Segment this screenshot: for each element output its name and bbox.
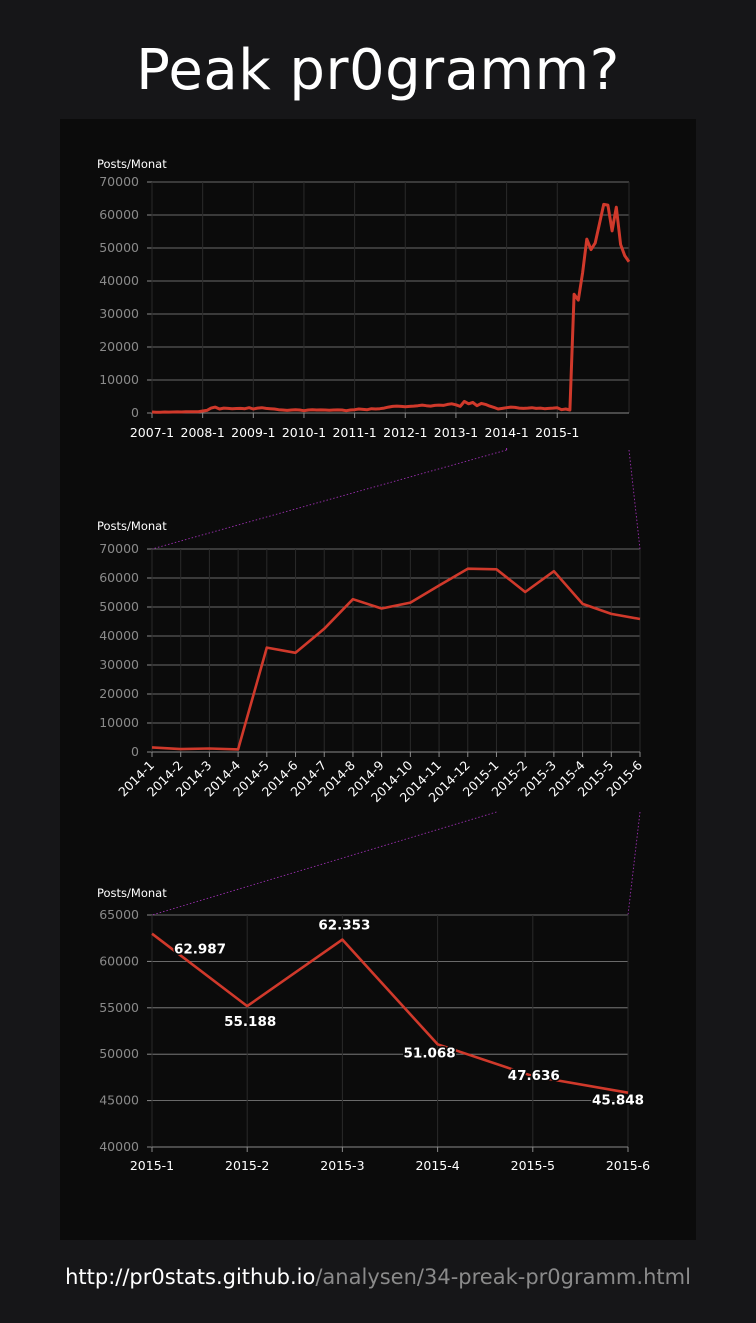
detail-2015-ylabel: Posts/Monat <box>97 886 167 900</box>
overview-ytick-label: 50000 <box>99 240 139 255</box>
overview-xtick-label: 2012-1 <box>383 425 427 440</box>
detail-2014-ytick-label: 0 <box>131 744 139 759</box>
detail-2015-ytick-label: 40000 <box>99 1139 139 1154</box>
detail-2015-xtick-label: 2015-1 <box>130 1158 174 1173</box>
chart-overview: Posts/Monat 0 10000 20000 30000 40000 50000 600… <box>97 157 631 450</box>
detail-2015-data-label: 55.188 <box>224 1014 276 1030</box>
detail-2014-ytick-label: 40000 <box>99 628 139 643</box>
zoom-connector-right <box>627 811 641 916</box>
overview-xtick-label: 2007-1 <box>130 425 174 440</box>
overview-xtick-label: 2014-1 <box>484 425 528 440</box>
detail-2015-ytick-label: 45000 <box>99 1093 139 1108</box>
overview-ytick-label: 60000 <box>99 207 139 222</box>
overview-ytick-label: 70000 <box>99 174 139 189</box>
detail-2015-data-label: 45.848 <box>592 1093 644 1109</box>
detail-2014-ytick-label: 10000 <box>99 715 139 730</box>
overview-xtick-label: 2010-1 <box>282 425 326 440</box>
detail-2014-ytick-label: 60000 <box>99 570 139 585</box>
detail-2015-data-label: 62.353 <box>318 918 370 934</box>
overview-ytick-label: 10000 <box>99 372 139 387</box>
detail-2014-ylabel: Posts/Monat <box>97 519 167 533</box>
overview-xtick-label: 2015-1 <box>535 425 579 440</box>
zoom-connectors <box>151 449 641 916</box>
detail-2015-xtick-label: 2015-2 <box>225 1158 269 1173</box>
detail-2015-xtick-label: 2015-3 <box>320 1158 364 1173</box>
overview-xtick-label: 2013-1 <box>434 425 478 440</box>
chart-detail-2014: Posts/Monat 0 10000 20000 30000 40000 50000 600… <box>97 519 645 805</box>
zoom-connector-left <box>151 449 507 550</box>
footer-url-path[interactable]: /analysen/34-preak-pr0gramm.html <box>315 1265 691 1289</box>
detail-2015-ytick-label: 55000 <box>99 1000 139 1015</box>
overview-xtick-label: 2009-1 <box>231 425 275 440</box>
detail-2014-series-line <box>151 567 641 751</box>
detail-2015-data-label: 62.987 <box>174 942 226 958</box>
overview-series-line <box>151 202 631 414</box>
detail-2015-xtick-label: 2015-4 <box>415 1158 459 1173</box>
detail-2015-xtick-label: 2015-5 <box>511 1158 555 1173</box>
chart-panel <box>60 119 696 1240</box>
detail-2015-ytick-label: 50000 <box>99 1046 139 1061</box>
overview-xtick-label: 2008-1 <box>181 425 225 440</box>
zoom-connector-left <box>151 811 497 916</box>
detail-2015-xtick-label: 2015-6 <box>606 1158 650 1173</box>
detail-2014-ytick-label: 70000 <box>99 541 139 556</box>
detail-2015-ytick-label: 60000 <box>99 953 139 968</box>
chart-detail-2015: Posts/Monat 40000 45000 50000 55000 60000 6500… <box>97 886 650 1173</box>
detail-2014-ytick-label: 20000 <box>99 686 139 701</box>
detail-2014-ytick-label: 50000 <box>99 599 139 614</box>
detail-2015-ytick-label: 65000 <box>99 907 139 922</box>
footer-url-host[interactable]: http://pr0stats.github.io <box>65 1265 316 1289</box>
overview-ytick-label: 30000 <box>99 306 139 321</box>
overview-ylabel: Posts/Monat <box>97 157 167 171</box>
overview-ytick-label: 0 <box>131 405 139 420</box>
detail-2015-series-line <box>151 932 629 1094</box>
overview-ytick-label: 20000 <box>99 339 139 354</box>
footer-url[interactable]: http://pr0stats.github.io/analysen/34-pr… <box>0 1262 756 1292</box>
overview-xtick-label: 2011-1 <box>332 425 376 440</box>
page-title: Peak pr0gramm? <box>136 38 620 103</box>
zoom-connector-right <box>628 449 641 550</box>
overview-ytick-label: 40000 <box>99 273 139 288</box>
detail-2014-ytick-label: 30000 <box>99 657 139 672</box>
detail-2015-data-label: 47.636 <box>508 1068 560 1084</box>
detail-2015-data-label: 51.068 <box>404 1045 456 1061</box>
